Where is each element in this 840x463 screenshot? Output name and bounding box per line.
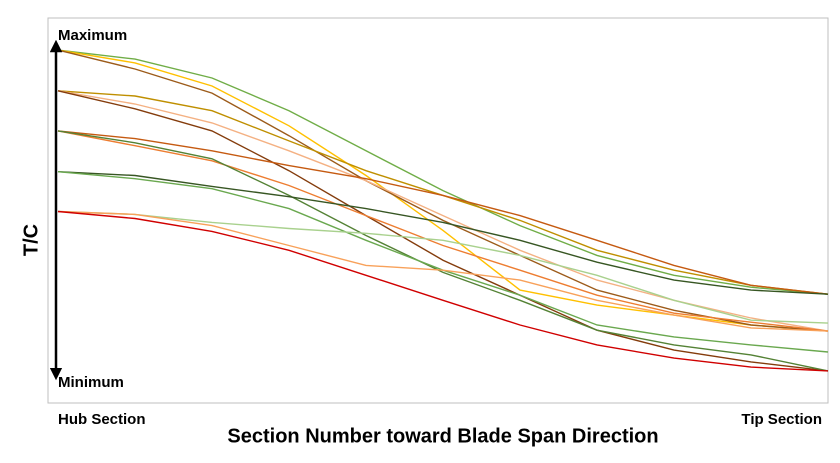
series-line xyxy=(57,130,829,295)
x-tick-label: Tip Section xyxy=(741,411,822,428)
annotation: Maximum xyxy=(58,27,127,44)
y-axis-label: T/C xyxy=(20,224,42,256)
x-axis-label: Section Number toward Blade Span Directi… xyxy=(227,425,658,447)
series-line xyxy=(57,210,829,372)
series-line xyxy=(57,90,829,332)
series-line xyxy=(57,210,829,332)
series-line xyxy=(57,130,829,372)
series-line xyxy=(57,130,829,332)
series-line xyxy=(57,171,829,353)
series-line xyxy=(57,49,829,332)
series-line xyxy=(57,49,829,332)
series-line xyxy=(57,171,829,295)
plot-area xyxy=(47,17,829,404)
annotation: Minimum xyxy=(58,374,124,391)
series-line xyxy=(57,49,829,295)
lines xyxy=(57,49,829,372)
series-line xyxy=(57,210,829,324)
series-line xyxy=(57,90,829,295)
series-line xyxy=(57,90,829,372)
x-tick-label: Hub Section xyxy=(58,411,146,428)
